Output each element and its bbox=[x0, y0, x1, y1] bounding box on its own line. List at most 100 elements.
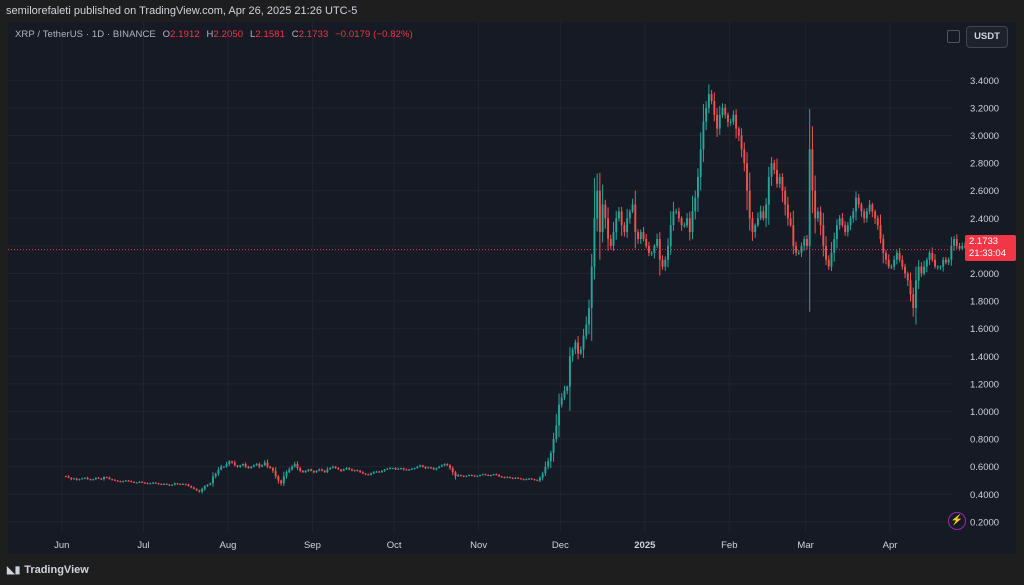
candle-body bbox=[814, 190, 817, 219]
candle bbox=[904, 263, 906, 279]
candle bbox=[503, 476, 506, 479]
candle-body bbox=[699, 149, 702, 177]
candle-body bbox=[97, 477, 100, 479]
candle-body bbox=[299, 468, 302, 471]
candle bbox=[934, 254, 936, 269]
candle-body bbox=[560, 397, 563, 405]
candle bbox=[435, 467, 438, 471]
candlestick-chart[interactable]: 3.4000 3.2000 3.0000 2.8000 2.6000 2.4000 2.20… bbox=[8, 22, 1016, 554]
chart-area[interactable]: 3.4000 3.2000 3.0000 2.8000 2.6000 2.4000 2.20… bbox=[8, 22, 1016, 554]
candle-body bbox=[857, 197, 860, 205]
tradingview-logo[interactable]: ◣▮ TradingView bbox=[7, 564, 89, 576]
candle-body bbox=[364, 473, 367, 475]
candle bbox=[195, 488, 198, 492]
candle bbox=[618, 207, 620, 222]
candle-body bbox=[402, 468, 405, 470]
candle bbox=[386, 468, 389, 471]
candle-body bbox=[664, 259, 667, 267]
candle-body bbox=[844, 225, 847, 233]
x-tick-label: Feb bbox=[721, 540, 737, 551]
candle-body bbox=[686, 218, 689, 226]
candle-body bbox=[86, 477, 89, 480]
candle bbox=[484, 473, 487, 476]
y-tick-label: 0.2000 bbox=[970, 517, 999, 528]
candle-body bbox=[773, 163, 776, 170]
candle-body bbox=[408, 469, 411, 471]
candle-body bbox=[288, 469, 291, 473]
candle bbox=[530, 477, 533, 480]
candle-body bbox=[601, 204, 604, 233]
candle bbox=[233, 460, 236, 467]
candle-body bbox=[618, 211, 620, 219]
candle bbox=[920, 262, 923, 277]
candle bbox=[835, 219, 838, 249]
candle-body bbox=[876, 218, 879, 226]
candle bbox=[947, 257, 950, 266]
candle bbox=[885, 249, 887, 265]
candle-body bbox=[871, 204, 874, 212]
candle bbox=[364, 473, 367, 476]
candle bbox=[258, 462, 261, 469]
symbol-label[interactable]: XRP / TetherUS · 1D · BINANCE bbox=[15, 29, 156, 40]
candle bbox=[427, 466, 430, 469]
candle bbox=[852, 208, 855, 223]
candle bbox=[424, 466, 427, 470]
candle-body bbox=[315, 470, 318, 473]
low-label: L bbox=[249, 29, 256, 40]
candle-body bbox=[184, 483, 187, 485]
candle bbox=[419, 464, 422, 468]
candle bbox=[588, 299, 590, 335]
candle-body bbox=[637, 232, 639, 239]
open-value: 2.1912 bbox=[170, 29, 200, 40]
candle-body bbox=[544, 466, 547, 474]
candle bbox=[593, 177, 596, 280]
candle bbox=[269, 465, 272, 469]
candle-body bbox=[718, 114, 721, 129]
candle bbox=[574, 339, 577, 355]
candle-body bbox=[746, 163, 748, 191]
lightning-icon[interactable]: ⚡ bbox=[948, 512, 966, 530]
candle-body bbox=[961, 245, 964, 249]
expand-icon[interactable] bbox=[947, 30, 960, 43]
candle-body bbox=[261, 465, 263, 467]
currency-button[interactable]: USDT bbox=[966, 26, 1008, 48]
candle-body bbox=[743, 149, 746, 164]
y-tick-label: 1.4000 bbox=[970, 352, 999, 363]
candle-body bbox=[612, 232, 615, 246]
candle-body bbox=[413, 468, 416, 470]
candle bbox=[476, 475, 479, 478]
candle bbox=[792, 210, 795, 255]
candle bbox=[217, 467, 220, 476]
candle-body bbox=[247, 466, 250, 469]
candle bbox=[108, 476, 111, 480]
candle-body bbox=[806, 239, 808, 246]
candle-body bbox=[233, 462, 236, 466]
candle bbox=[124, 479, 127, 482]
candle-body bbox=[217, 469, 220, 474]
candle bbox=[912, 287, 915, 317]
candle bbox=[130, 480, 133, 483]
candle-body bbox=[359, 470, 362, 473]
change-value: −0.0179 (−0.82%) bbox=[335, 29, 413, 40]
candle-body bbox=[479, 474, 481, 476]
candle bbox=[250, 465, 253, 469]
candle bbox=[380, 470, 383, 473]
candle bbox=[75, 477, 78, 481]
candle bbox=[277, 474, 280, 484]
candle-body bbox=[236, 465, 239, 467]
candle bbox=[928, 250, 931, 265]
candle-body bbox=[487, 474, 490, 476]
candle-body bbox=[748, 190, 751, 219]
candle bbox=[917, 260, 920, 290]
candle-body bbox=[579, 349, 582, 354]
candle bbox=[789, 212, 792, 228]
candle bbox=[285, 470, 288, 479]
candle bbox=[152, 482, 154, 484]
candle-body bbox=[549, 452, 552, 462]
candle-body bbox=[116, 480, 119, 482]
candle-body bbox=[691, 211, 694, 233]
candle bbox=[549, 450, 552, 469]
candle-body bbox=[201, 488, 204, 492]
candle bbox=[558, 393, 560, 438]
candle-body bbox=[105, 477, 108, 479]
